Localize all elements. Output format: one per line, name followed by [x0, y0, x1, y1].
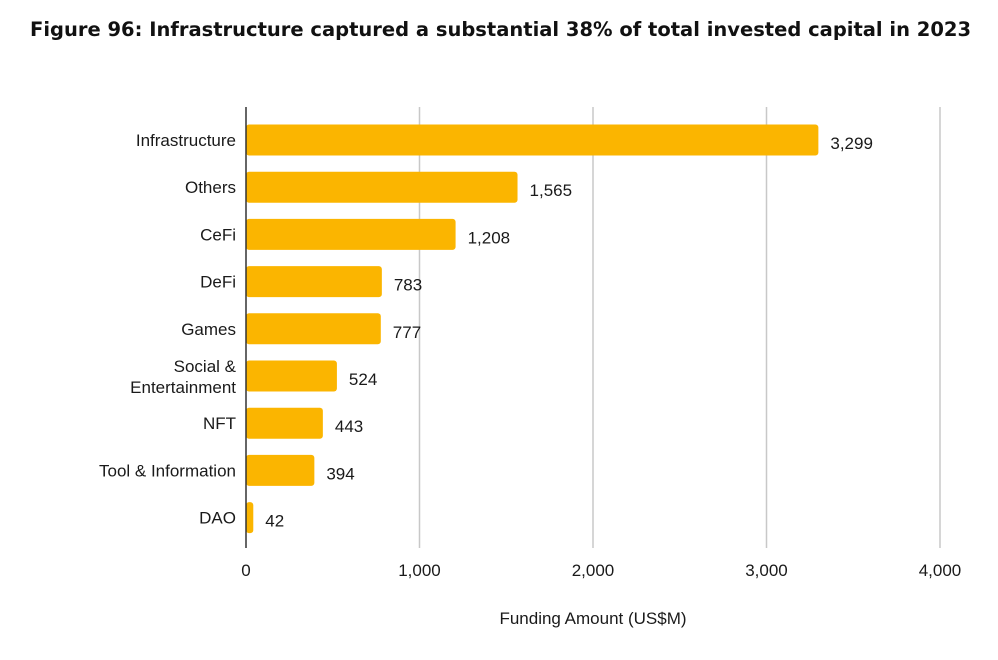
bar: [246, 218, 456, 250]
category-label: Games: [181, 320, 236, 339]
category-label: Others: [185, 178, 236, 197]
category-label: DeFi: [200, 273, 236, 292]
x-axis-title: Funding Amount (US$M): [499, 609, 686, 628]
x-tick-labels: 0 1,000 2,000 3,000 4,000: [241, 561, 961, 580]
x-tick-label: 2,000: [572, 561, 615, 580]
category-labels: Infrastructure Others CeFi DeFi Games Social …: [99, 131, 237, 528]
bar: [246, 171, 518, 203]
x-tick-label: 1,000: [398, 561, 441, 580]
bar: [246, 313, 381, 345]
bar: [246, 266, 382, 298]
value-label: 443: [335, 417, 363, 436]
bar: [246, 124, 819, 156]
category-label: CeFi: [200, 225, 236, 244]
value-label: 394: [326, 464, 354, 483]
category-label: Infrastructure: [136, 131, 236, 150]
x-tick-label: 3,000: [745, 561, 788, 580]
value-label: 1,565: [530, 181, 573, 200]
chart-title: Figure 96: Infrastructure captured a sub…: [30, 18, 972, 41]
x-tick-label: 4,000: [919, 561, 962, 580]
category-label: Social & Entertainment: [130, 357, 236, 397]
bars: [246, 124, 819, 534]
bar: [246, 454, 315, 486]
category-label: DAO: [199, 509, 236, 528]
value-label: 3,299: [830, 134, 873, 153]
category-label: NFT: [203, 414, 236, 433]
value-label: 777: [393, 323, 421, 342]
bar: [246, 407, 323, 439]
bar: [246, 360, 337, 392]
value-labels: 3,299 1,565 1,208 783 777 524 443 394 42: [265, 134, 873, 531]
value-label: 524: [349, 370, 377, 389]
value-label: 1,208: [468, 228, 511, 247]
bar: [246, 502, 254, 534]
value-label: 42: [265, 512, 284, 531]
x-tick-label: 0: [241, 561, 250, 580]
category-label: Tool & Information: [99, 461, 236, 480]
value-label: 783: [394, 276, 422, 295]
